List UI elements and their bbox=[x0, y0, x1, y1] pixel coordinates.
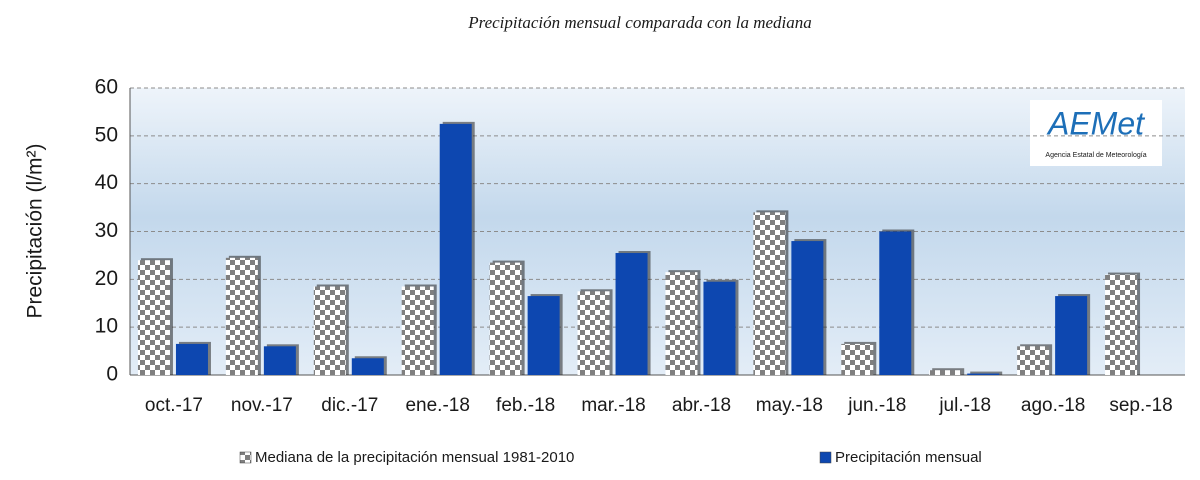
y-tick-label: 10 bbox=[95, 315, 118, 338]
y-tick-label: 40 bbox=[95, 171, 118, 194]
x-tick-label: oct.-17 bbox=[145, 395, 203, 416]
bar bbox=[577, 291, 610, 375]
y-tick-label: 0 bbox=[106, 363, 118, 386]
legend-swatch bbox=[819, 451, 832, 464]
bar bbox=[489, 262, 522, 375]
bar bbox=[401, 286, 434, 375]
bar bbox=[175, 343, 208, 375]
bar bbox=[1055, 296, 1088, 375]
x-tick-label: may.-18 bbox=[756, 395, 823, 416]
x-tick-label: ago.-18 bbox=[1021, 395, 1085, 416]
bar bbox=[351, 358, 384, 375]
bar bbox=[527, 296, 560, 375]
x-tick-label: jul.-18 bbox=[938, 395, 991, 416]
bar bbox=[879, 231, 912, 375]
bar bbox=[665, 272, 698, 375]
x-tick-label: dic.-17 bbox=[321, 395, 378, 416]
logo-box bbox=[1030, 100, 1162, 166]
bar bbox=[791, 241, 824, 375]
bar bbox=[841, 343, 874, 375]
bar bbox=[1105, 274, 1138, 375]
legend-swatch bbox=[239, 451, 252, 464]
chart-title: Precipitación mensual comparada con la m… bbox=[467, 13, 812, 32]
bar bbox=[225, 257, 258, 375]
y-tick-label: 30 bbox=[95, 219, 118, 242]
x-tick-label: mar.-18 bbox=[581, 395, 645, 416]
logo: AEMet Agencia Estatal de Meteorología bbox=[1030, 100, 1162, 166]
x-tick-label: abr.-18 bbox=[672, 395, 731, 416]
bar bbox=[263, 346, 296, 375]
bar bbox=[929, 370, 962, 375]
x-tick-label: nov.-17 bbox=[231, 395, 293, 416]
x-tick-label: ene.-18 bbox=[405, 395, 469, 416]
bar bbox=[753, 212, 786, 375]
bar bbox=[313, 286, 346, 375]
logo-subtext: Agencia Estatal de Meteorología bbox=[1045, 152, 1146, 159]
bar bbox=[615, 253, 648, 375]
legend-label: Mediana de la precipitación mensual 1981… bbox=[255, 449, 574, 466]
bar bbox=[439, 123, 472, 375]
y-axis-title: Precipitación (l/m²) bbox=[24, 143, 47, 318]
x-tick-label: feb.-18 bbox=[496, 395, 555, 416]
bar bbox=[703, 281, 736, 375]
bar bbox=[137, 260, 170, 375]
bar bbox=[967, 373, 1000, 375]
bar bbox=[1017, 346, 1050, 375]
legend-label: Precipitación mensual bbox=[835, 449, 982, 466]
y-tick-label: 50 bbox=[95, 123, 118, 146]
x-tick-label: sep.-18 bbox=[1109, 395, 1172, 416]
logo-text: AEMet bbox=[1046, 105, 1145, 141]
bar-shadow bbox=[970, 371, 1003, 375]
y-tick-label: 60 bbox=[95, 76, 118, 99]
y-tick-label: 20 bbox=[95, 267, 118, 290]
x-tick-label: jun.-18 bbox=[847, 395, 906, 416]
